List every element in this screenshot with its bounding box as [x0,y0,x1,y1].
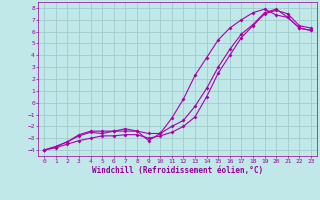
X-axis label: Windchill (Refroidissement éolien,°C): Windchill (Refroidissement éolien,°C) [92,166,263,175]
